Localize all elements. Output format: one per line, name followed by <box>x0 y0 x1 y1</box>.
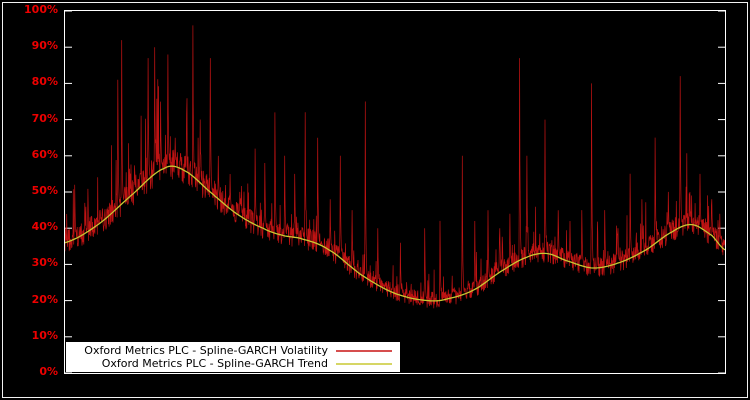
trend-series-line <box>65 165 725 302</box>
y-tick-label: 80% <box>31 75 58 89</box>
legend-label-volatility: Oxford Metrics PLC - Spline-GARCH Volati… <box>84 344 328 357</box>
y-tick-label: 30% <box>31 256 58 270</box>
plot-canvas <box>65 11 725 373</box>
tick-marks <box>65 11 725 373</box>
y-tick-label: 70% <box>31 111 58 125</box>
legend-entry-trend: Oxford Metrics PLC - Spline-GARCH Trend <box>70 357 392 370</box>
y-tick-label: 100% <box>24 3 58 16</box>
y-tick-label: 50% <box>31 184 58 197</box>
volatility-series-line <box>65 25 725 309</box>
legend: Oxford Metrics PLC - Spline-GARCH Volati… <box>66 342 400 372</box>
y-tick-label: 40% <box>31 220 58 234</box>
y-tick-label: 90% <box>31 39 58 53</box>
y-tick-label: 60% <box>31 147 58 161</box>
plot-area <box>64 10 726 374</box>
legend-line-sample-trend <box>336 362 392 365</box>
legend-label-trend: Oxford Metrics PLC - Spline-GARCH Trend <box>101 357 328 370</box>
y-tick-label: 20% <box>31 292 58 306</box>
legend-entry-volatility: Oxford Metrics PLC - Spline-GARCH Volati… <box>70 344 392 357</box>
y-tick-label: 10% <box>31 328 58 342</box>
legend-line-sample-volatility <box>336 349 392 352</box>
y-tick-label: 0% <box>39 365 58 378</box>
